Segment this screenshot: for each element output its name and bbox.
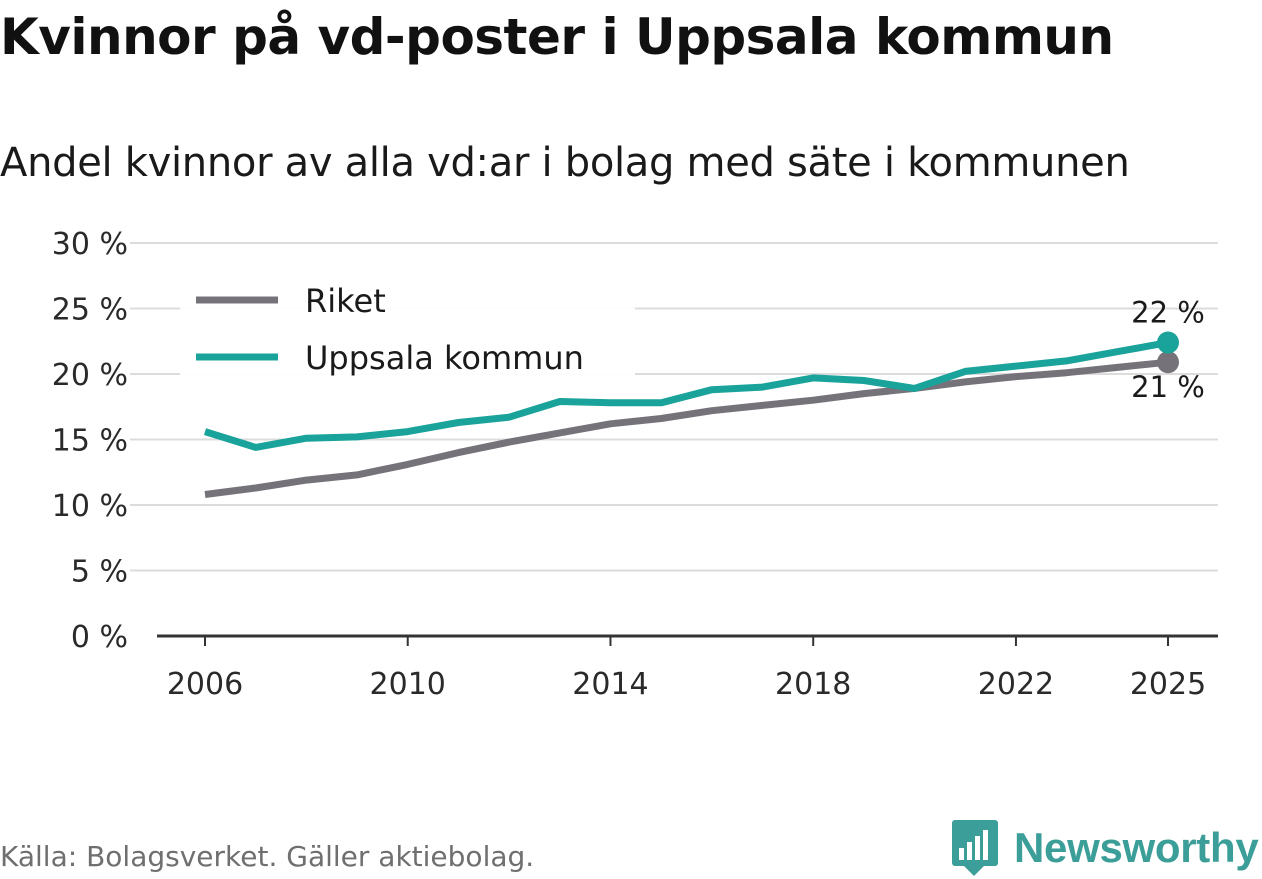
- chart-title: Kvinnor på vd-poster i Uppsala kommun: [0, 8, 1114, 66]
- series-line-1: [204, 358, 1169, 498]
- newsworthy-logo-text: Newsworthy: [1014, 824, 1259, 871]
- x-tick-label: 2006: [167, 667, 243, 702]
- end-point-1: [1157, 351, 1179, 374]
- legend-background: [180, 275, 635, 387]
- line-chart: 0 % 5 % 10 % 15 % 20 % 25 % 30 % 2006 2010 2014 2…: [52, 227, 1218, 702]
- y-tick-label: 30 %: [52, 227, 128, 262]
- y-tick-label: 20 %: [52, 358, 128, 393]
- y-tick-label: 25 %: [52, 293, 128, 328]
- x-tick-label: 2025: [1130, 667, 1206, 702]
- y-tick-label: 0 %: [71, 620, 128, 655]
- source-note: Källa: Bolagsverket. Gäller aktiebolag.: [0, 840, 535, 873]
- end-label-2: 22 %: [1131, 296, 1205, 330]
- end-label-1: 21 %: [1131, 370, 1205, 404]
- y-tick-label: 10 %: [52, 489, 128, 524]
- series-line-2: [203, 339, 1169, 451]
- legend-label-1: Riket: [305, 282, 386, 320]
- chart-subtitle: Andel kvinnor av alla vd:ar i bolag med …: [0, 140, 1130, 186]
- x-tick-label: 2022: [978, 667, 1054, 702]
- y-tick-label: 5 %: [71, 555, 128, 590]
- newsworthy-logo: Newsworthy: [950, 818, 1259, 878]
- x-tick-label: 2018: [775, 667, 851, 702]
- x-tick-label: 2014: [572, 667, 648, 702]
- legend-label-2: Uppsala kommun: [305, 339, 584, 377]
- newsworthy-logo-icon: [952, 820, 998, 876]
- y-tick-label: 15 %: [52, 424, 128, 459]
- end-point-2: [1157, 331, 1179, 354]
- x-tick-label: 2010: [370, 667, 446, 702]
